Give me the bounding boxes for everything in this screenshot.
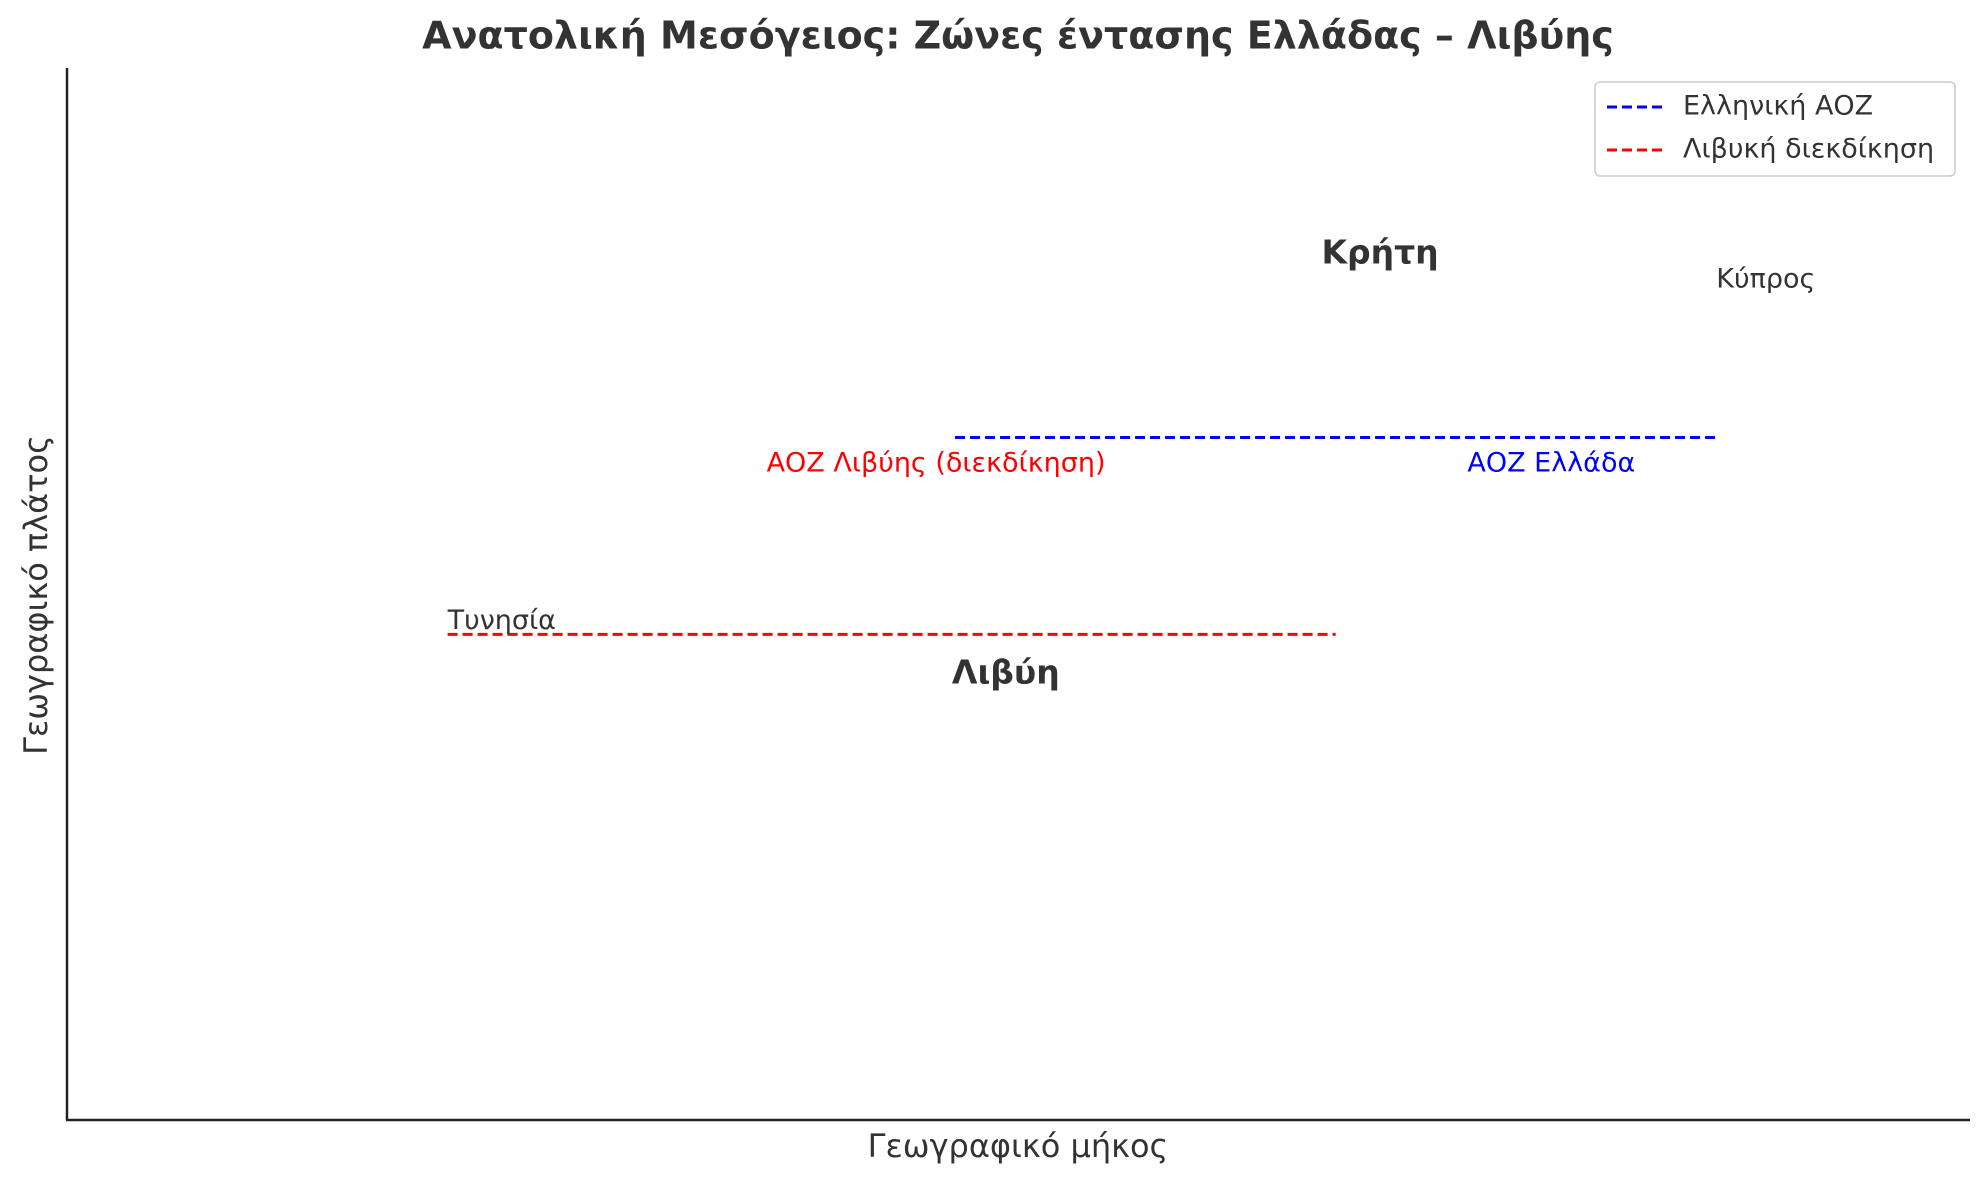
annotation: Τυνησία <box>447 605 556 636</box>
annotation: ΑΟΖ Ελλάδα <box>1467 447 1635 478</box>
annotation: Λιβύη <box>952 652 1060 691</box>
legend-label: Ελληνική ΑΟΖ <box>1683 91 1873 122</box>
x-axis-label: Γεωγραφικό μήκος <box>868 1127 1169 1165</box>
legend-label: Λιβυκή διεκδίκηση <box>1683 134 1934 165</box>
annotation: ΑΟΖ Λιβύης (διεκδίκηση) <box>767 447 1106 478</box>
chart-title: Ανατολική Μεσόγειος: Ζώνες έντασης Ελλάδ… <box>422 14 1614 58</box>
y-axis-label: Γεωγραφικό πλάτος <box>17 435 55 755</box>
annotation: Κρήτη <box>1321 232 1438 271</box>
annotation: Κύπρος <box>1716 264 1815 295</box>
legend-box <box>1594 81 1956 177</box>
